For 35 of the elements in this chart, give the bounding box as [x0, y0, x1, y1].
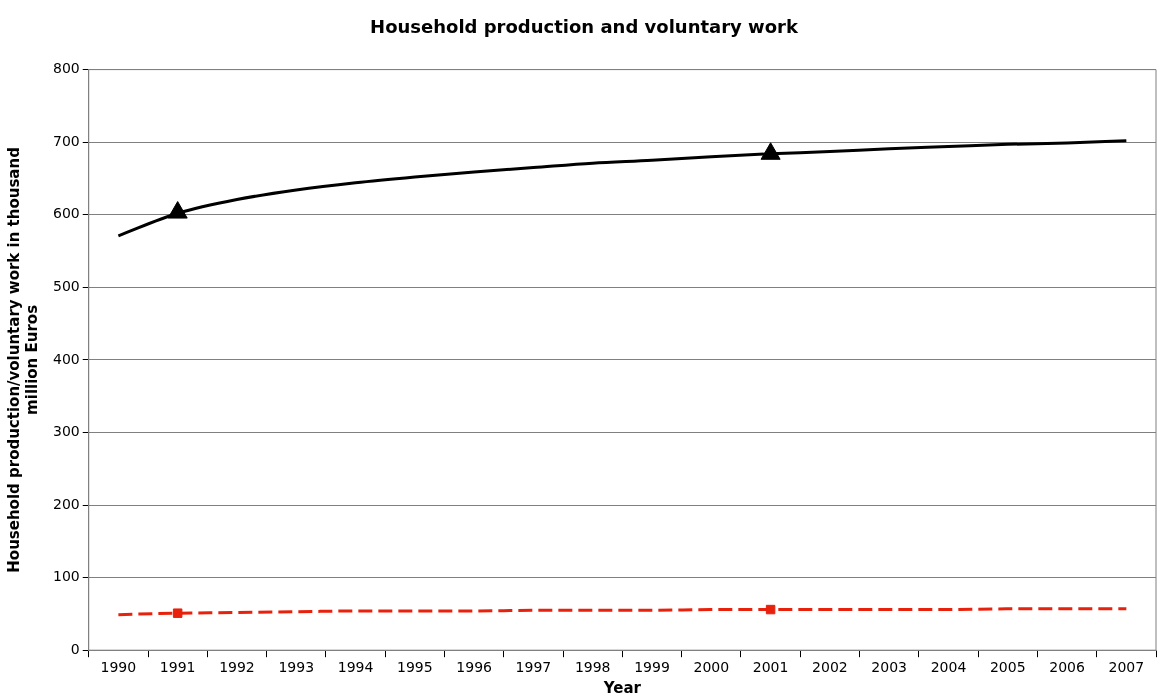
x-tick-label: 2005 — [989, 659, 1026, 676]
y-tick-label: 200 — [52, 495, 80, 512]
x-tick-label: 1997 — [515, 659, 552, 676]
point — [760, 142, 781, 160]
line-series — [116, 139, 1128, 238]
chart-title: Household production and voluntary work — [370, 16, 799, 38]
y-tick-label: 300 — [52, 423, 80, 440]
x-tick-label: 2001 — [752, 659, 789, 676]
point — [172, 608, 183, 618]
point — [765, 604, 776, 615]
x-tick-label: 1990 — [100, 659, 137, 676]
x-tick-label: 1991 — [159, 659, 196, 676]
x-tick-label: 1995 — [397, 659, 433, 676]
x-tick-label: 1993 — [278, 659, 315, 676]
x-tick-label: 2007 — [1108, 659, 1145, 676]
y-tick-label: 600 — [52, 205, 80, 222]
x-axis-title: Year — [602, 678, 642, 697]
y-tick-label: 400 — [52, 350, 80, 367]
x-tick-label: 1994 — [337, 659, 374, 676]
y-tick-label: 700 — [52, 132, 80, 149]
x-tick-label: 1992 — [219, 659, 255, 676]
x-tick-label: 2004 — [930, 659, 967, 676]
point — [167, 201, 188, 219]
x-tick-label: 1999 — [634, 659, 670, 676]
y-tick-label: 100 — [52, 568, 80, 585]
x-tick-label: 2002 — [812, 659, 848, 676]
x-tick-label: 2003 — [871, 659, 907, 676]
x-tick-label: 2000 — [693, 659, 730, 676]
y-tick-label: 500 — [52, 277, 80, 294]
y-axis-title: Household production/voluntary work in thousand million Euros — [4, 147, 41, 573]
x-tick-label: 1998 — [574, 659, 611, 676]
x-tick-label: 2006 — [1049, 659, 1085, 676]
y-tick-label: 800 — [52, 60, 80, 77]
x-tick-label: 1996 — [456, 659, 493, 676]
y-tick-label: 0 — [70, 640, 80, 657]
